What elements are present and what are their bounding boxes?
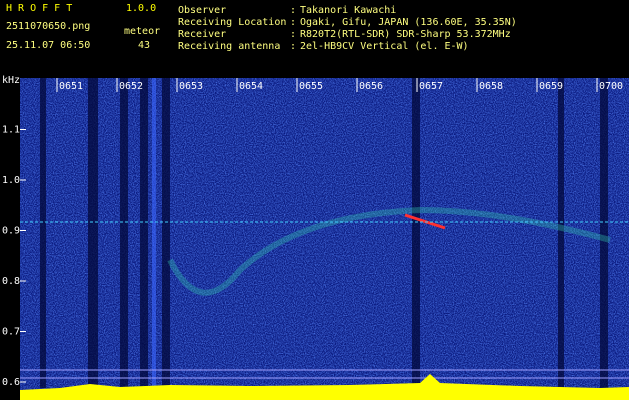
- y-tick-label: 0.7: [2, 327, 20, 338]
- x-tick-label: 0700: [599, 81, 623, 92]
- x-tick-label: 0655: [299, 81, 323, 92]
- x-tick-label: 0659: [539, 81, 563, 92]
- x-tick-label: 0651: [59, 81, 83, 92]
- y-unit: kHz: [2, 75, 20, 86]
- x-tick-label: 0652: [119, 81, 143, 92]
- info-label: Receiving antenna: [178, 41, 280, 52]
- y-tick-label: 0.9: [2, 226, 20, 237]
- info-label: Receiving Location: [178, 17, 286, 28]
- meteor-label: meteor: [124, 26, 160, 37]
- signal-level: [20, 374, 629, 400]
- info-colon: :: [290, 5, 296, 16]
- bright-stripe: [152, 78, 156, 388]
- echo-trace: [167, 206, 611, 296]
- meteor-count: 43: [138, 40, 150, 51]
- x-tick-label: 0654: [239, 81, 263, 92]
- info-colon: :: [290, 17, 296, 28]
- timestamp: 25.11.07 06:50: [6, 40, 90, 51]
- x-tick-label: 0653: [179, 81, 203, 92]
- app-name: H R O F F T: [6, 3, 72, 14]
- x-tick-label: 0656: [359, 81, 383, 92]
- app-version: 1.0.0: [126, 3, 156, 14]
- info-colon: :: [290, 29, 296, 40]
- y-tick-label: 1.1: [2, 125, 20, 136]
- info-label: Observer: [178, 5, 226, 16]
- info-value: 2el-HB9CV Vertical (el. E-W): [300, 41, 469, 52]
- info-value: Ogaki, Gifu, JAPAN (136.60E, 35.35N): [300, 17, 517, 28]
- y-tick-label: 1.0: [2, 175, 20, 186]
- dark-stripes: [40, 78, 608, 388]
- y-tick-label: 0.8: [2, 276, 20, 287]
- spectrogram-noise: [20, 78, 629, 400]
- x-tick-label: 0657: [419, 81, 443, 92]
- info-value: Takanori Kawachi: [300, 5, 396, 16]
- x-tick-label: 0658: [479, 81, 503, 92]
- y-tick-label: 0.6: [2, 377, 20, 388]
- info-colon: :: [290, 41, 296, 52]
- info-label: Receiver: [178, 29, 226, 40]
- info-value: R820T2(RTL-SDR) SDR-Sharp 53.372MHz: [300, 29, 511, 40]
- file-name: 2511070650.png: [6, 21, 90, 32]
